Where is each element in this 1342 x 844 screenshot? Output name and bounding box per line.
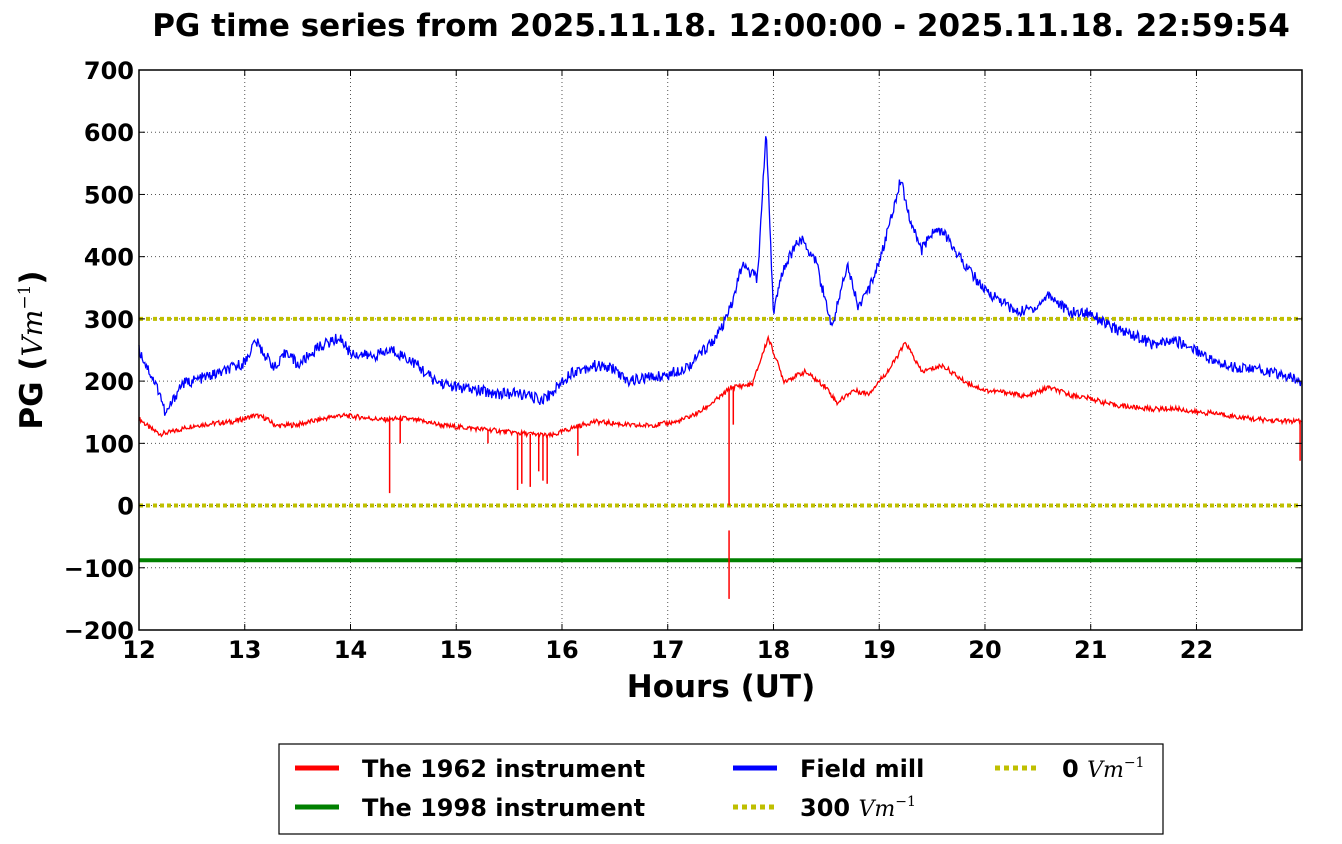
- y-tick-label: −100: [64, 555, 134, 583]
- y-tick-label: −200: [64, 617, 134, 645]
- x-axis-ticks: 12 13 14 15 16 17 18 19 20 21 22: [122, 70, 1213, 664]
- y-tick-label: 300: [84, 306, 134, 334]
- y-axis-label-text: PG (: [14, 356, 50, 429]
- x-tick-label: 19: [863, 636, 896, 664]
- x-tick-label: 14: [334, 636, 367, 664]
- y-axis-label-unit: Vm: [16, 310, 49, 357]
- x-tick-label: 17: [651, 636, 684, 664]
- axes-frame: [138, 69, 1303, 631]
- y-tick-label: 600: [84, 119, 134, 147]
- chart-title: PG time series from 2025.11.18. 12:00:00…: [152, 8, 1290, 44]
- x-axis-label: Hours (UT): [627, 669, 816, 705]
- grid-lines: [138, 69, 1302, 631]
- y-tick-label: 100: [84, 430, 134, 458]
- y-tick-label: 400: [84, 244, 134, 272]
- series-line: [138, 136, 1302, 416]
- x-tick-label: 22: [1180, 636, 1213, 664]
- y-axis-label-close: ): [14, 270, 50, 284]
- y-axis-label-exp: −1: [15, 285, 35, 310]
- y-tick-label: 500: [84, 181, 134, 209]
- x-tick-label: 15: [440, 636, 473, 664]
- series-line: [138, 334, 1302, 440]
- legend-label-1998: The 1998 instrument: [362, 794, 645, 822]
- x-tick-label: 20: [968, 636, 1001, 664]
- x-tick-label: 13: [228, 636, 261, 664]
- x-tick-label: 12: [122, 636, 155, 664]
- legend-label-0: 0 Vm−1: [1062, 755, 1144, 783]
- svg-text:PG (Vm−1): PG (Vm−1): [14, 270, 50, 429]
- y-tick-label: 0: [117, 493, 134, 521]
- legend: The 1962 instrument The 1998 instrument …: [278, 743, 1164, 835]
- y-axis-label: PG (Vm−1): [14, 270, 50, 429]
- x-tick-label: 21: [1074, 636, 1107, 664]
- legend-frame: [278, 743, 1164, 835]
- y-tick-label: 700: [84, 57, 134, 85]
- x-tick-label: 18: [757, 636, 790, 664]
- legend-label-1962: The 1962 instrument: [362, 755, 645, 783]
- x-tick-label: 16: [545, 636, 578, 664]
- legend-label-300: 300 Vm−1: [800, 794, 916, 822]
- legend-label-field-mill: Field mill: [800, 755, 924, 783]
- y-axis-ticks: 700 600 500 400 300 200 100 0 −100 −200: [64, 57, 1302, 645]
- plot-area: [138, 136, 1302, 599]
- y-tick-label: 200: [84, 368, 134, 396]
